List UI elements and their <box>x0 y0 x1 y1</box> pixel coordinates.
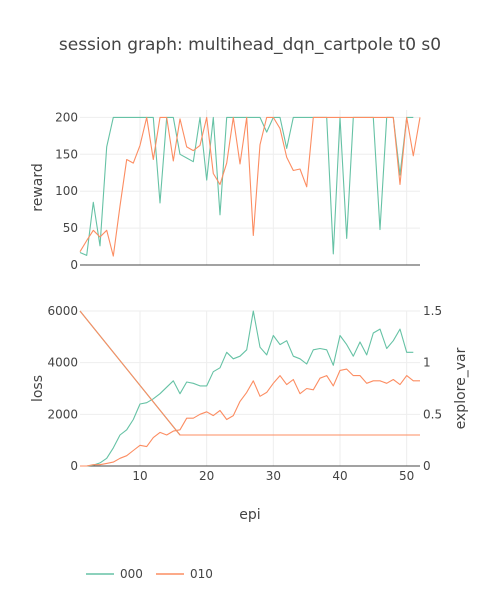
loss-panel: 0 2000 4000 6000 0 0.5 1 1.5 10 20 30 40 50 loss explo… <box>30 304 469 483</box>
loss-y-tick-label: 0 <box>70 459 78 473</box>
legend-label: 000 <box>120 567 143 581</box>
loss-y-tick-label: 4000 <box>47 356 78 370</box>
reward-y-tick-label: 150 <box>55 147 78 161</box>
reward-series-010-line <box>79 116 421 257</box>
legend-item-000[interactable]: 000 <box>86 567 143 581</box>
x-axis-title: epi <box>239 507 260 523</box>
reward-y-axis-title: reward <box>30 163 46 212</box>
x-tick-label: 40 <box>332 469 347 483</box>
x-tick-label: 20 <box>199 469 214 483</box>
reward-y-tick-label: 50 <box>63 221 78 235</box>
x-tick-label: 30 <box>266 469 281 483</box>
loss-series-000-line <box>80 310 414 467</box>
reward-panel: 0 50 100 150 200 reward <box>30 110 421 272</box>
reward-y-tick-label: 100 <box>55 184 78 198</box>
loss-y2-tick-label: 0.5 <box>423 407 442 421</box>
loss-y-axis-title: loss <box>30 375 46 402</box>
reward-y-tick-label: 200 <box>55 110 78 124</box>
loss-y2-tick-label: 1.5 <box>423 304 442 318</box>
loss-series-010-explore-var-line <box>79 310 420 436</box>
loss-y2-axis-title: explore_var <box>453 347 469 429</box>
x-tick-label: 10 <box>132 469 147 483</box>
legend[interactable]: 000 010 <box>86 567 213 581</box>
legend-item-010[interactable]: 010 <box>156 567 213 581</box>
legend-label: 010 <box>190 567 213 581</box>
loss-series-010-line <box>80 368 420 467</box>
reward-series-000-line <box>79 116 414 256</box>
reward-y-tick-label: 0 <box>70 258 78 272</box>
x-tick-label: 50 <box>399 469 414 483</box>
loss-y-tick-label: 6000 <box>47 304 78 318</box>
chart-title: session graph: multihead_dqn_cartpole t0… <box>59 35 441 55</box>
loss-y-tick-label: 2000 <box>47 407 78 421</box>
loss-y2-tick-label: 0 <box>423 459 431 473</box>
loss-y2-tick-label: 1 <box>423 356 431 370</box>
